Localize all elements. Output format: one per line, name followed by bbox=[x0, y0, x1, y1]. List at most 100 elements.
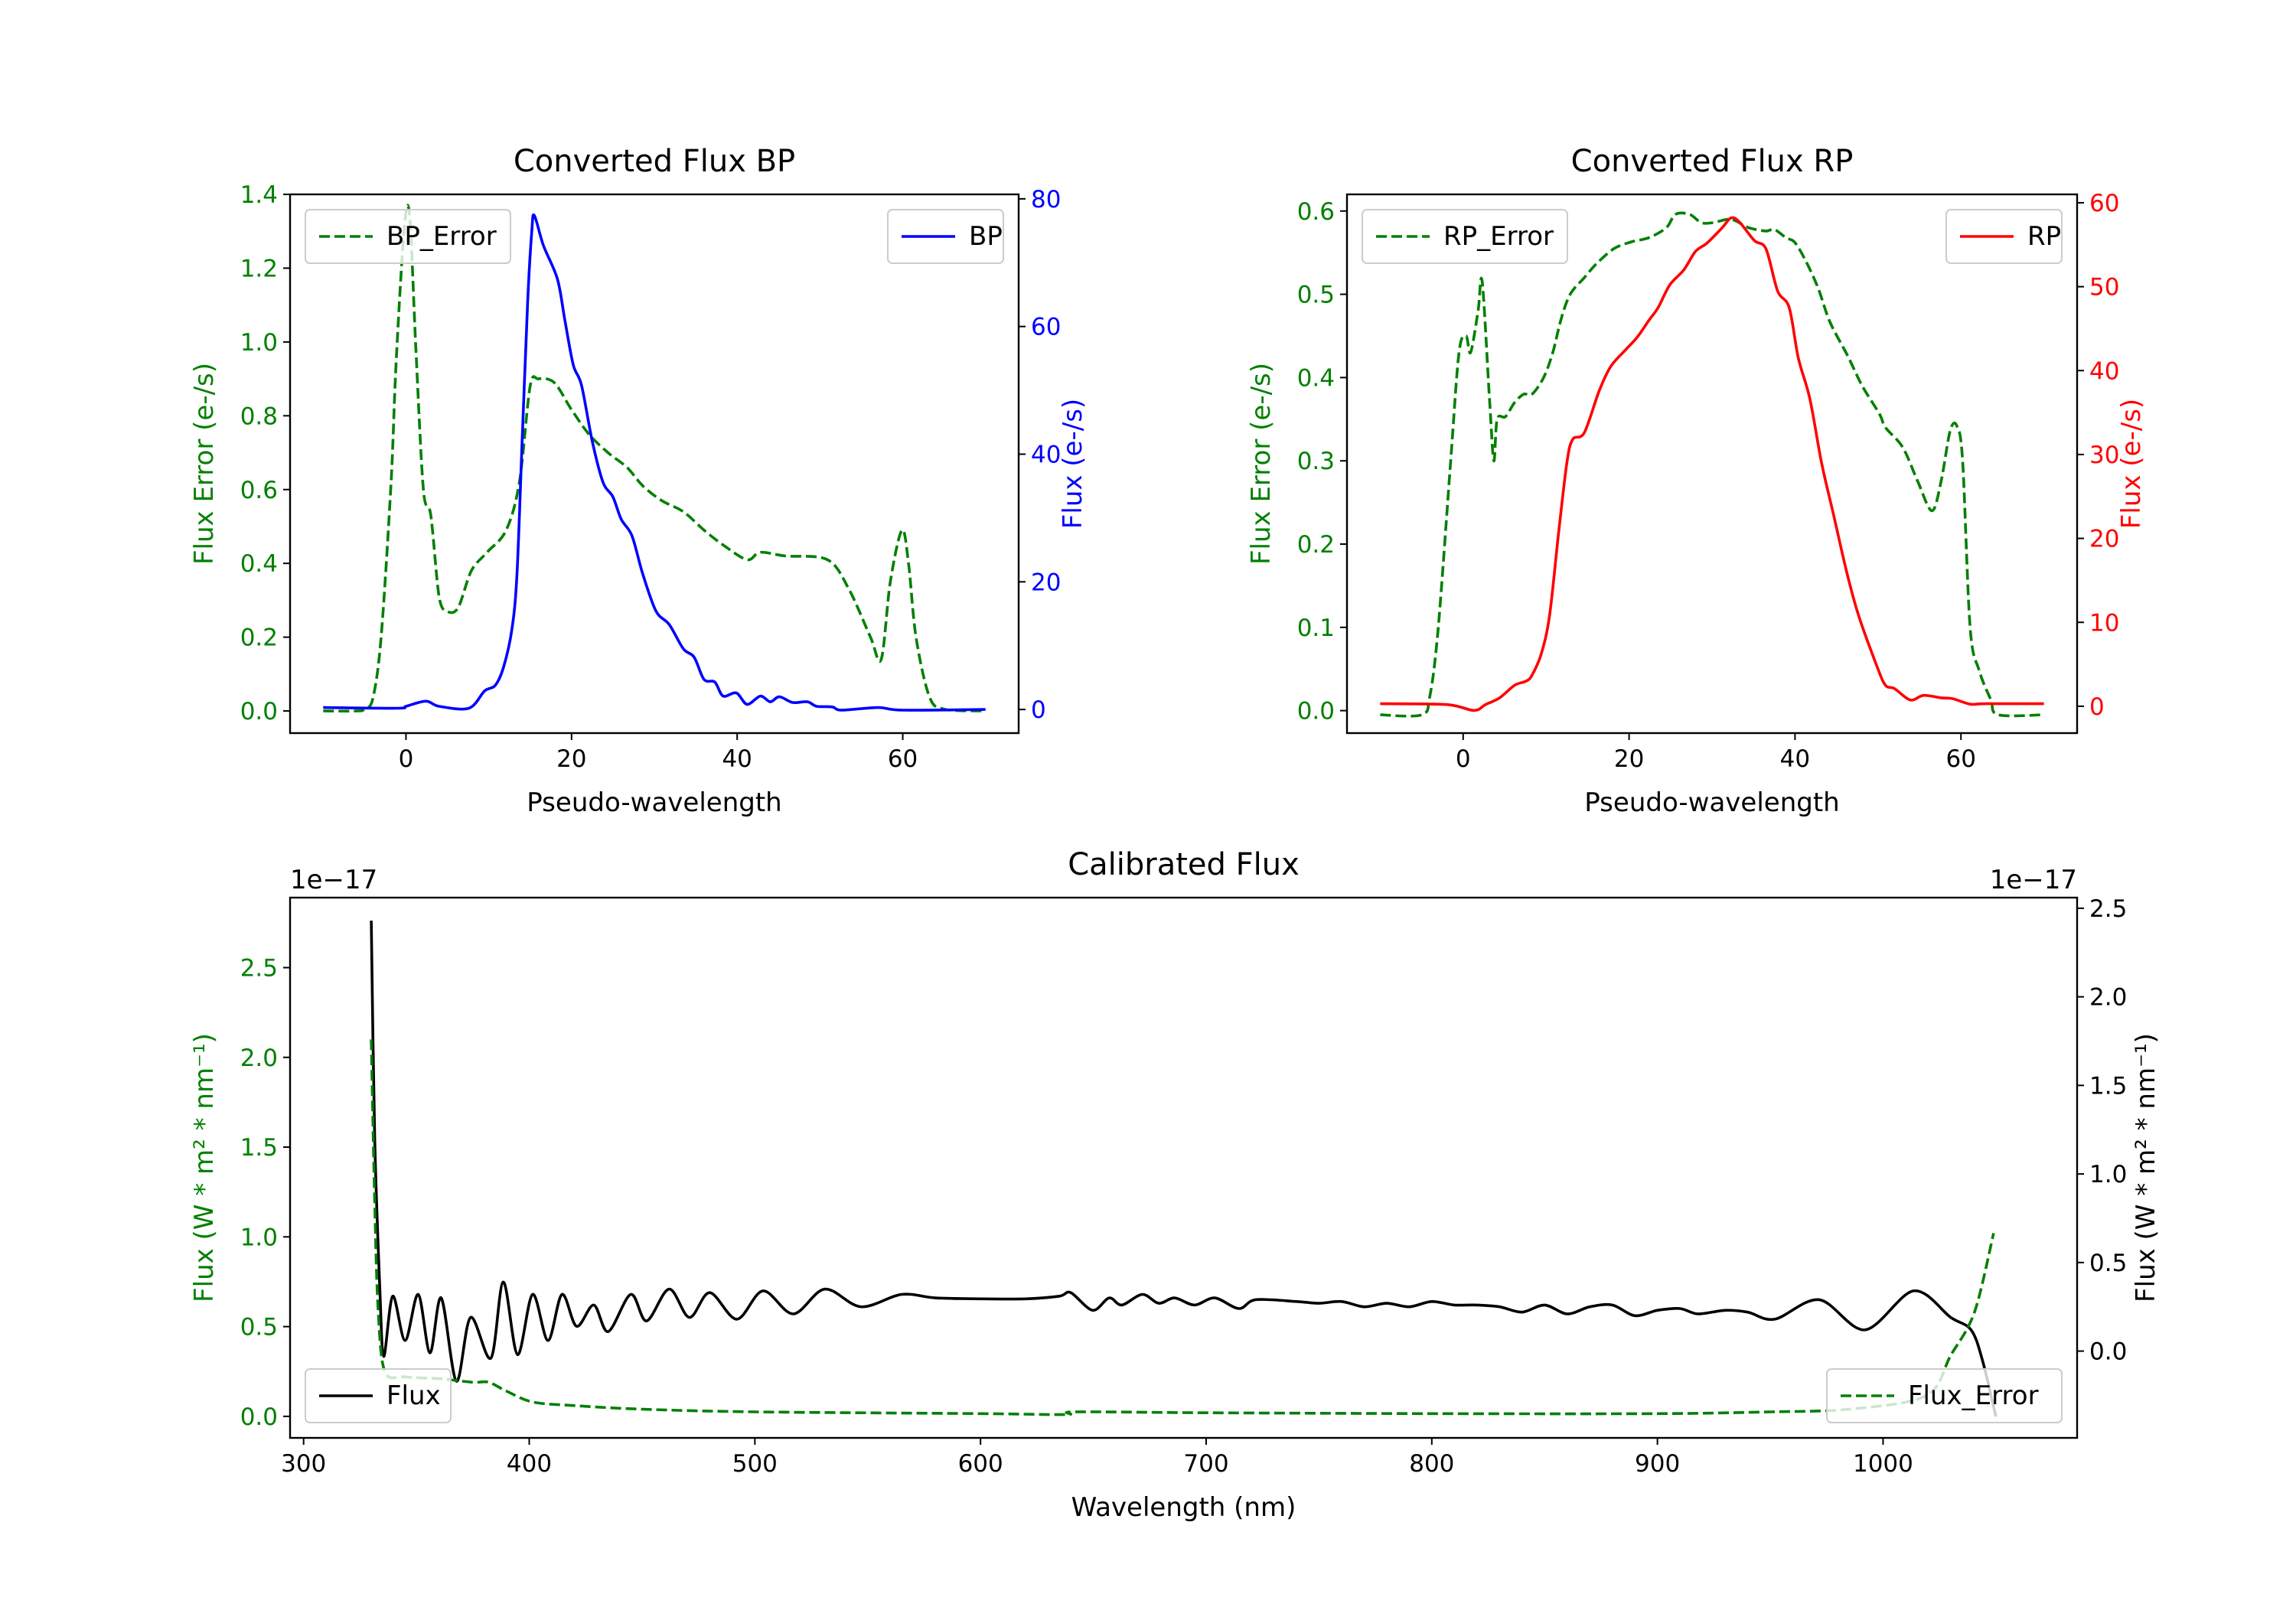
right-y-axis-label: Flux (W * m² * nm⁻¹) bbox=[2131, 1033, 2161, 1302]
right-y-tick-label: 60 bbox=[1031, 314, 1061, 341]
left-y-tick-label: 0.4 bbox=[1297, 364, 1335, 392]
x-tick-label: 60 bbox=[888, 745, 918, 773]
left-offset-text: 1e−17 bbox=[290, 865, 377, 895]
axes-frame bbox=[1345, 193, 2079, 735]
right-y-tick-label: 0 bbox=[2089, 693, 2105, 721]
left-y-tick-label: 0.5 bbox=[1297, 282, 1335, 309]
right-y-tick-label: 0 bbox=[1031, 696, 1046, 724]
left-y-tick-label: 0.6 bbox=[1297, 198, 1335, 226]
left-y-axis-label: Flux (W * m² * nm⁻¹) bbox=[189, 1033, 220, 1302]
legend-frame bbox=[305, 1368, 452, 1423]
left-y-tick-label: 1.2 bbox=[240, 255, 278, 282]
chart-title: Converted Flux RP bbox=[1571, 144, 1854, 179]
right-y-tick-label: 40 bbox=[2089, 357, 2119, 385]
left-y-tick-label: 2.0 bbox=[240, 1045, 278, 1072]
legend-rp: RP bbox=[1945, 209, 2063, 264]
left-y-axis-label: Flux Error (e-/s) bbox=[189, 363, 220, 565]
x-axis-label: Pseudo-wavelength bbox=[527, 787, 781, 818]
chart-2: 300 400 500 600 700 800 900 1000 Wavelength (nm)… bbox=[189, 847, 2161, 1523]
plot-area bbox=[290, 898, 2077, 1438]
x-tick-label: 1000 bbox=[1853, 1450, 1913, 1478]
series-line-bp bbox=[323, 213, 986, 712]
x-tick-label: 60 bbox=[1946, 745, 1976, 773]
left-y-tick-label: 2.5 bbox=[240, 954, 278, 982]
right-y-tick-label: 2.0 bbox=[2089, 984, 2127, 1012]
legend-label: Flux bbox=[386, 1380, 441, 1411]
legend-label: RP_Error bbox=[1443, 221, 1554, 252]
left-y-tick-label: 0.5 bbox=[240, 1314, 278, 1341]
x-axis-label: Wavelength (nm) bbox=[1071, 1492, 1296, 1523]
x-tick-label: 20 bbox=[1614, 745, 1644, 773]
right-y-tick-label: 0.5 bbox=[2089, 1250, 2127, 1277]
right-y-tick-label: 20 bbox=[1031, 569, 1061, 596]
legend-frame bbox=[1826, 1368, 2063, 1423]
series-line-rp-error bbox=[1380, 211, 2044, 718]
legend-label: BP_Error bbox=[386, 221, 497, 252]
x-tick-label: 700 bbox=[1183, 1450, 1228, 1478]
x-tick-label: 800 bbox=[1409, 1450, 1454, 1478]
legend-rp-error: RP_Error bbox=[1362, 209, 1568, 264]
left-y-tick-label: 0.0 bbox=[240, 698, 278, 725]
left-y-tick-label: 0.0 bbox=[240, 1403, 278, 1431]
series-line-bp-error bbox=[323, 204, 986, 713]
legend-flux-error: Flux_Error bbox=[1826, 1368, 2063, 1423]
chart-title: Calibrated Flux bbox=[1068, 847, 1300, 882]
x-tick-label: 40 bbox=[1780, 745, 1810, 773]
legend-bp: BP bbox=[887, 209, 1004, 264]
series-line-flux bbox=[370, 921, 1998, 1417]
right-y-tick-label: 50 bbox=[2089, 274, 2119, 302]
legend-frame bbox=[305, 209, 511, 264]
x-tick-label: 600 bbox=[958, 1450, 1003, 1478]
x-tick-label: 400 bbox=[507, 1450, 552, 1478]
legend-label: BP bbox=[969, 221, 1003, 252]
x-tick-label: 500 bbox=[732, 1450, 778, 1478]
x-axis-label: Pseudo-wavelength bbox=[1584, 787, 1839, 818]
left-y-tick-label: 0.4 bbox=[240, 550, 278, 578]
x-tick-label: 0 bbox=[1456, 745, 1471, 773]
right-y-tick-label: 10 bbox=[2089, 609, 2119, 637]
right-y-tick-label: 20 bbox=[2089, 526, 2119, 553]
left-y-tick-label: 0.1 bbox=[1297, 614, 1335, 642]
right-y-tick-label: 0.0 bbox=[2089, 1338, 2127, 1366]
right-y-tick-label: 30 bbox=[2089, 442, 2119, 469]
right-y-axis-label: Flux (e-/s) bbox=[2116, 399, 2147, 529]
x-tick-label: 300 bbox=[281, 1450, 326, 1478]
right-y-tick-label: 60 bbox=[2089, 190, 2119, 217]
right-offset-text: 1e−17 bbox=[1990, 865, 2077, 895]
right-y-axis-label: Flux (e-/s) bbox=[1058, 399, 1088, 529]
right-y-tick-label: 1.5 bbox=[2089, 1072, 2127, 1100]
plot-area bbox=[290, 194, 1019, 733]
x-tick-label: 40 bbox=[722, 745, 752, 773]
left-y-tick-label: 1.0 bbox=[240, 329, 278, 357]
legend-frame bbox=[1362, 209, 1568, 264]
right-y-tick-label: 80 bbox=[1031, 186, 1061, 214]
x-tick-label: 20 bbox=[556, 745, 586, 773]
legend-label: RP bbox=[2027, 221, 2061, 252]
x-tick-label: 900 bbox=[1635, 1450, 1680, 1478]
left-y-tick-label: 0.8 bbox=[240, 403, 278, 430]
plot-area bbox=[1347, 194, 2077, 733]
left-y-tick-label: 0.2 bbox=[1297, 531, 1335, 559]
legend-label: Flux_Error bbox=[1908, 1380, 2039, 1411]
left-y-tick-label: 0.0 bbox=[1297, 698, 1335, 725]
legend-flux: Flux bbox=[305, 1368, 452, 1423]
series-line-rp bbox=[1380, 216, 2044, 712]
left-y-tick-label: 0.6 bbox=[240, 477, 278, 504]
left-y-tick-label: 1.5 bbox=[240, 1134, 278, 1162]
axes-frame bbox=[289, 896, 2079, 1439]
left-y-tick-label: 0.2 bbox=[240, 624, 278, 652]
left-y-axis-label: Flux Error (e-/s) bbox=[1246, 363, 1277, 565]
chart-1: 0 20 40 60 Pseudo-wavelength 0.0 0.1 0.2 0.3 0.4 0… bbox=[1246, 144, 2147, 818]
axes-frame bbox=[289, 193, 1020, 735]
left-y-tick-label: 1.4 bbox=[240, 181, 278, 209]
chart-title: Converted Flux BP bbox=[514, 144, 795, 179]
x-tick-label: 0 bbox=[399, 745, 414, 773]
chart-0: 0 20 40 60 Pseudo-wavelength 0.0 0.2 0.4 0.6 0.8 1… bbox=[189, 144, 1088, 818]
legend-bp-error: BP_Error bbox=[305, 209, 511, 264]
right-y-tick-label: 1.0 bbox=[2089, 1161, 2127, 1188]
right-y-tick-label: 2.5 bbox=[2089, 895, 2127, 923]
left-y-tick-label: 1.0 bbox=[240, 1224, 278, 1251]
right-y-tick-label: 40 bbox=[1031, 441, 1061, 468]
left-y-tick-label: 0.3 bbox=[1297, 448, 1335, 475]
